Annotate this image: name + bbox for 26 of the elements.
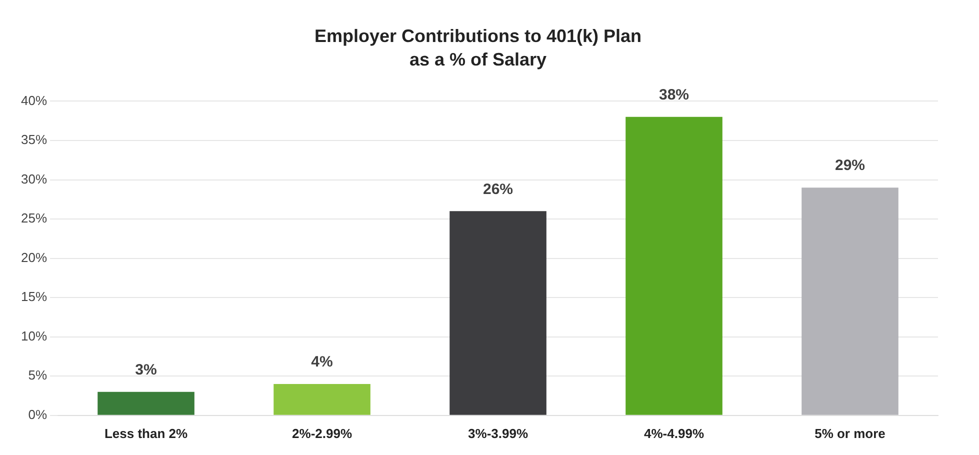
bar [98,392,194,415]
bar [626,116,722,415]
x-tick-label: 4%-4.99% [644,426,704,441]
chart-subtitle: as a % of Salary [409,49,547,70]
y-tick-label: 10% [20,328,48,344]
data-label: 38% [658,86,690,104]
data-label: 26% [482,180,514,198]
bar [802,188,898,415]
y-tick-label: 0% [28,406,48,422]
y-tick-label: 5% [28,368,48,383]
y-tick-label: 35% [20,132,48,148]
y-tick-label: 20% [20,250,48,265]
x-tick-label: 3%-3.99% [468,426,528,441]
bar [274,384,370,415]
data-label: 3% [135,361,157,378]
y-tick-label: 15% [20,289,48,304]
y-tick-label: 40% [20,92,48,108]
y-tick-label: 25% [20,210,48,226]
x-tick-label: Less than 2% [104,426,188,441]
y-tick-label: 30% [20,171,48,186]
data-label: 29% [834,157,866,174]
chart-title: Employer Contributions to 401(k) Plan [314,26,642,46]
data-label: 4% [311,354,333,371]
bar [450,211,546,415]
x-tick-label: 5% or more [814,426,886,441]
x-tick-label: 2%-2.99% [292,426,352,441]
